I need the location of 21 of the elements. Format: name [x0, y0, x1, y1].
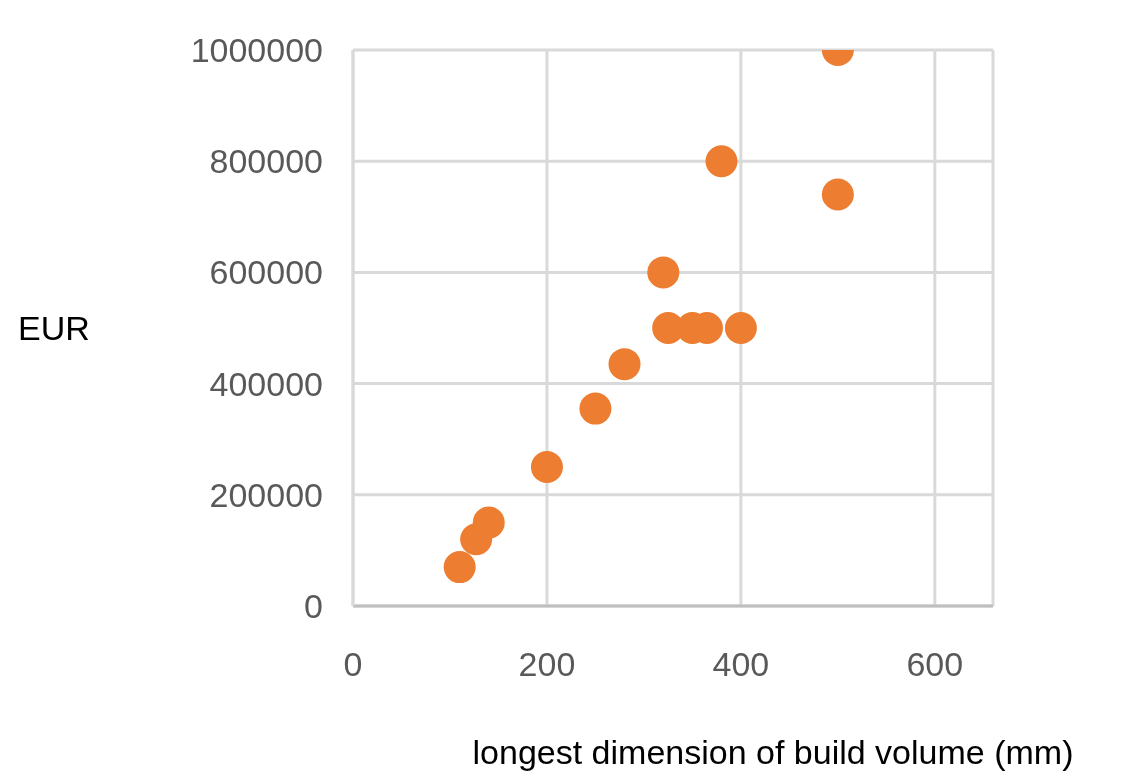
point [705, 145, 738, 178]
y-axis-title: EUR [18, 309, 90, 348]
y-tick-label: 0 [304, 587, 323, 626]
point [647, 256, 680, 289]
y-tick-label: 400000 [209, 364, 323, 403]
point [443, 551, 476, 584]
point [579, 392, 612, 425]
point [530, 451, 563, 483]
point [724, 312, 757, 344]
x-axis-title: longest dimension of build volume (mm) [472, 733, 1074, 771]
point [821, 178, 854, 211]
x-tick-label: 600 [906, 645, 964, 684]
point [472, 506, 505, 539]
y-tick-label: 800000 [209, 142, 323, 181]
x-tick-label: 400 [712, 645, 770, 684]
y-tick-label: 200000 [209, 475, 323, 514]
point [608, 348, 641, 381]
y-tick-label: 600000 [209, 253, 323, 292]
x-tick-label: 0 [343, 645, 363, 684]
y-tick-label: 1000000 [190, 31, 323, 70]
x-tick-label: 200 [518, 645, 576, 684]
